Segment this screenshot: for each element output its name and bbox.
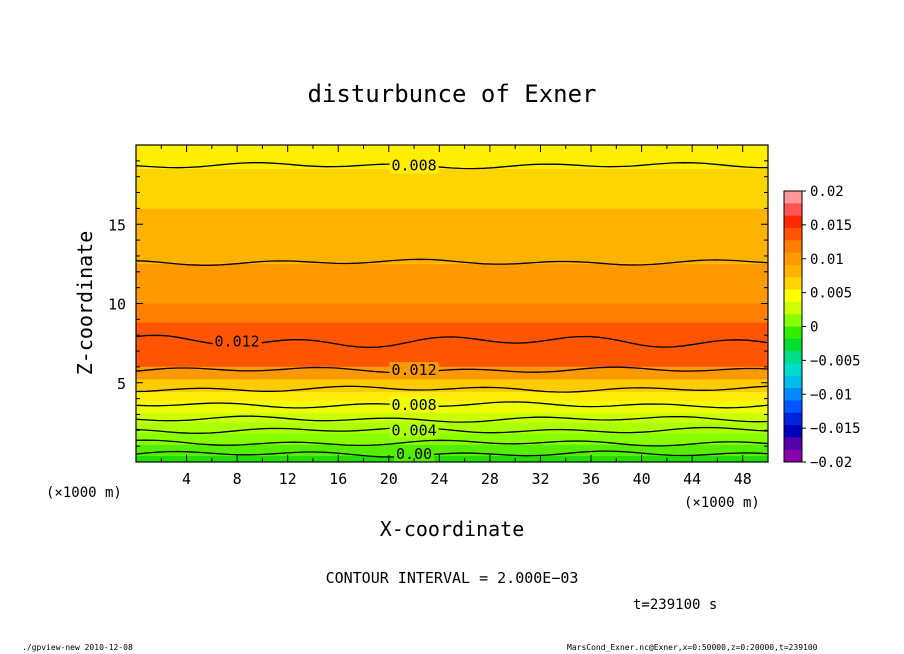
contour-label-4: 0.008 xyxy=(392,396,437,414)
time-text: t=239100 s xyxy=(633,597,717,613)
field-band-8 xyxy=(136,366,768,380)
y-axis: 5 10 15 xyxy=(108,144,768,463)
x-tick-label: 12 xyxy=(279,470,297,488)
contour-line-2 xyxy=(135,426,769,434)
colorbar-segment xyxy=(784,289,802,303)
colorbar-segment xyxy=(784,412,802,426)
x-tick-label: 20 xyxy=(380,470,398,488)
contour-line-3 xyxy=(135,415,769,423)
field-band-3 xyxy=(136,422,768,434)
field-band-0 xyxy=(136,455,768,462)
field-band-14 xyxy=(136,145,768,169)
colorbar-label: −0.02 xyxy=(810,455,852,471)
x-tick-label: 4 xyxy=(182,470,191,488)
colorbar-segment xyxy=(784,277,802,291)
field-band-7 xyxy=(136,379,768,393)
colorbar-segment xyxy=(784,326,802,340)
x-tick-label: 40 xyxy=(633,470,651,488)
colorbar-segment xyxy=(784,227,802,241)
field-band-2 xyxy=(136,433,768,445)
contour-line-6 xyxy=(135,366,769,374)
contour-line-9 xyxy=(135,162,768,170)
y-axis-label: Z-coordinate xyxy=(73,231,97,376)
x-tick-label: 48 xyxy=(734,470,752,488)
x-tick-label: 24 xyxy=(430,470,448,488)
field-band-10 xyxy=(136,303,768,323)
y-tick-label: 15 xyxy=(108,216,126,234)
colorbar-label: 0.02 xyxy=(810,184,844,200)
x-tick-label: 44 xyxy=(683,470,701,488)
x-unit-left: (×1000 m) xyxy=(46,485,122,501)
colorbar-segment xyxy=(784,437,802,451)
footer-right: MarsCond_Exner.nc@Exner,x=0:50000,z=0:20… xyxy=(567,643,818,652)
colorbar-segment xyxy=(784,264,802,278)
chart-title: disturbunce of Exner xyxy=(308,80,597,108)
y-tick-label: 5 xyxy=(117,375,126,393)
colorbar-segment xyxy=(784,375,802,389)
colorbar-label: −0.01 xyxy=(810,387,852,403)
contour-line-1 xyxy=(135,439,769,447)
field-band-12 xyxy=(136,208,768,264)
contour-label-bg-4 xyxy=(389,396,439,413)
x-tick-label: 8 xyxy=(233,470,242,488)
contour-line-5 xyxy=(135,385,769,393)
contour-label-bg-9 xyxy=(389,157,439,174)
x-tick-label: 16 xyxy=(329,470,347,488)
contour-label-6: 0.012 xyxy=(392,361,437,379)
colorbar-label: −0.005 xyxy=(810,353,861,369)
y-tick-label: 10 xyxy=(108,296,126,314)
contour-label-2: 0.004 xyxy=(392,421,437,439)
colorbar-label: 0.015 xyxy=(810,218,852,234)
contour-line-0 xyxy=(135,450,769,458)
colorbar-segment xyxy=(784,449,802,463)
field-band-4 xyxy=(136,412,768,423)
plot-area: 0.00 0.004 0.008 0.012 0.012 0.008 xyxy=(135,144,769,463)
field-band-11 xyxy=(136,263,768,304)
colorbar-segment xyxy=(784,351,802,364)
contour-line-8 xyxy=(135,258,769,266)
contour-label-bg-6 xyxy=(389,362,439,379)
colorbar-label: 0.01 xyxy=(810,252,844,268)
contour-label-bg-2 xyxy=(389,422,439,439)
colorbar-segment xyxy=(784,314,802,327)
x-tick-label: 36 xyxy=(582,470,600,488)
colorbar-segment xyxy=(784,400,802,414)
colorbar-label: 0.005 xyxy=(810,286,852,302)
colorbar-segment xyxy=(784,425,802,438)
colorbar: 0.02 0.015 0.01 0.005 0 −0.005 −0.01 −0.015 −0.0… xyxy=(783,184,861,471)
contour-label-0: 0.00 xyxy=(396,445,432,463)
contour-label-bg-7 xyxy=(212,333,262,350)
x-tick-label: 32 xyxy=(531,470,549,488)
colorbar-segment xyxy=(784,240,802,254)
x-axis: 4 8 12 16 20 24 28 32 36 40 44 48 xyxy=(135,145,769,488)
colorbar-segment xyxy=(784,191,802,204)
field-band-1 xyxy=(136,444,768,456)
colorbar-label: 0 xyxy=(810,320,818,336)
colorbar-label: −0.015 xyxy=(810,421,861,437)
colorbar-segment xyxy=(784,301,802,315)
footer-left: ./gpview-new 2010-12-08 xyxy=(22,643,133,652)
colorbar-segment xyxy=(784,338,802,352)
colorbar-segment xyxy=(784,203,802,217)
colorbar-segment xyxy=(784,215,802,229)
field-band-6 xyxy=(136,392,768,402)
contour-interval-text: CONTOUR INTERVAL = 2.000E−03 xyxy=(326,569,579,587)
contour-label-bg-0 xyxy=(394,446,435,463)
contour-label-9: 0.008 xyxy=(392,157,437,175)
contour-line-4 xyxy=(135,401,769,409)
x-axis-label: X-coordinate xyxy=(380,517,525,541)
colorbar-segment xyxy=(784,388,802,401)
field-band-13 xyxy=(136,168,768,209)
colorbar-segment xyxy=(784,363,802,377)
x-unit-right: (×1000 m) xyxy=(684,495,760,511)
colorbar-segment xyxy=(784,252,802,266)
field-band-5 xyxy=(136,401,768,413)
x-tick-label: 28 xyxy=(481,470,499,488)
contour-label-7: 0.012 xyxy=(215,333,260,351)
